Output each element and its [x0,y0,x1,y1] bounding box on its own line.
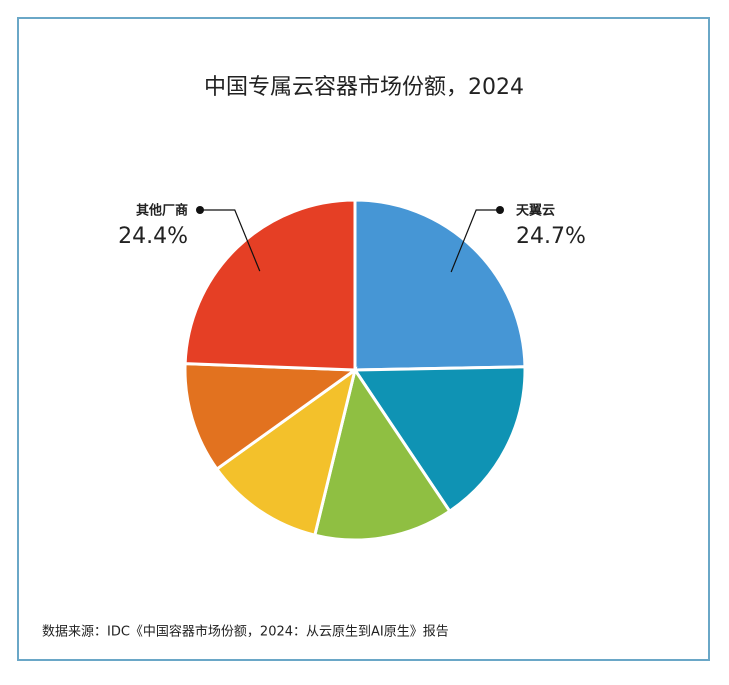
slice-label: 其他厂商 [136,203,188,219]
slice-value-label: 24.7% [516,224,586,249]
leader-dot [196,206,204,214]
chart-title: 中国专属云容器市场份额，2024 [204,75,524,100]
pie-slice [214,366,358,537]
pie-slice [183,198,357,372]
pie-slice [183,362,360,472]
leader-line [450,209,500,273]
pie-slice [312,366,452,542]
pie-slice [352,365,527,514]
source-note: 数据来源：IDC《中国容器市场份额，2024：从云原生到AI原生》报告 [42,624,449,640]
slice-value-label: 24.4% [118,224,188,249]
slice-label: 天翼云 [516,204,555,219]
pie-slice [353,198,527,372]
leader-line [200,209,261,272]
leader-dot [496,206,504,214]
